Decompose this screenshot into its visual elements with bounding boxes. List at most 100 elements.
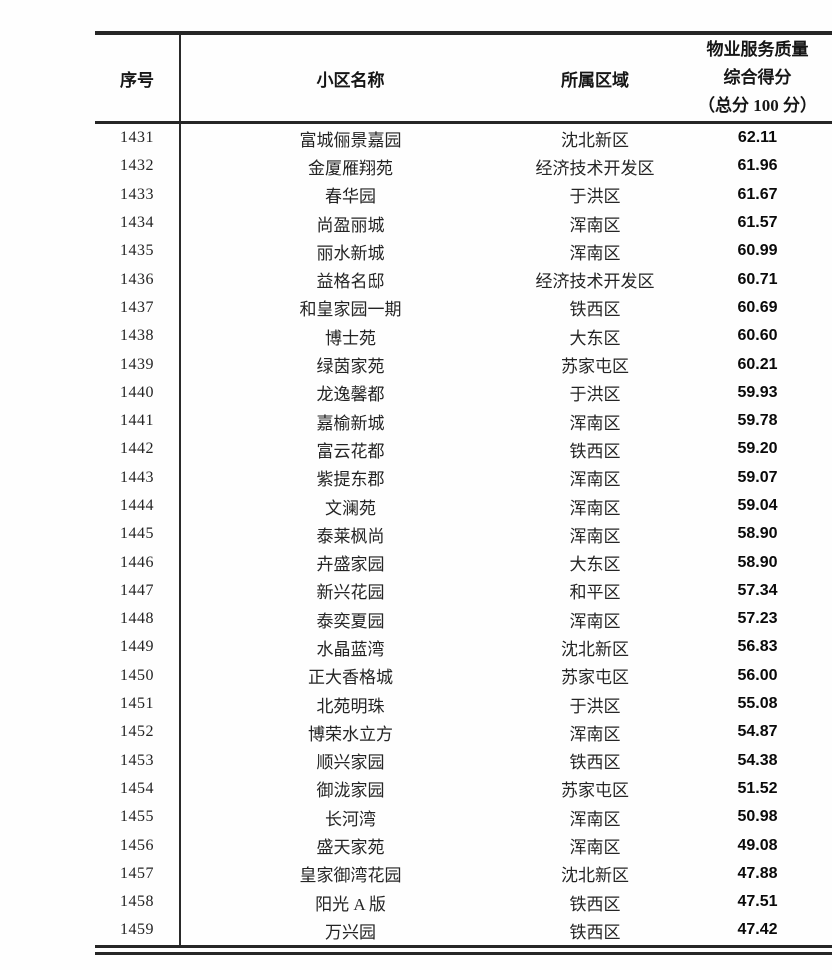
rank-cell: 1431 bbox=[95, 122, 181, 153]
community-name-cell: 富云花都 bbox=[316, 441, 385, 461]
district-cell: 浑南区 bbox=[569, 215, 621, 235]
district-cell: 于洪区 bbox=[569, 696, 621, 716]
district-cell: 沈北新区 bbox=[561, 130, 629, 150]
table-row: 1446 卉盛家园 大东区 58.90 bbox=[95, 548, 832, 577]
district-cell: 苏家屯区 bbox=[561, 668, 629, 688]
district-cell: 铁西区 bbox=[569, 300, 621, 320]
score-cell: 60.69 bbox=[737, 298, 778, 316]
table-row: 1440 龙逸馨都 于洪区 59.93 bbox=[95, 378, 832, 407]
rank-cell: 1444 bbox=[95, 491, 181, 521]
col-header-district: 所属区域 bbox=[520, 33, 670, 124]
community-name-cell: 北苑明珠 bbox=[316, 696, 385, 716]
table-row: 1437 和皇家园一期 铁西区 60.69 bbox=[95, 293, 832, 323]
community-name-cell: 皇家御湾花园 bbox=[299, 866, 402, 886]
community-name-cell: 万兴园 bbox=[325, 922, 376, 942]
district-cell: 和平区 bbox=[569, 583, 621, 603]
district-cell: 苏家屯区 bbox=[561, 357, 629, 377]
score-cell: 47.51 bbox=[737, 893, 778, 911]
table-row: 1435 丽水新城 浑南区 60.99 bbox=[95, 237, 832, 266]
district-cell: 铁西区 bbox=[569, 753, 621, 773]
community-name-cell: 阳光 A 版 bbox=[315, 894, 386, 914]
table-row: 1454 御泷家园 苏家屯区 51.52 bbox=[95, 774, 832, 804]
table-row: 1439 绿茵家苑 苏家屯区 60.21 bbox=[95, 350, 832, 379]
rank-cell: 1449 bbox=[95, 633, 181, 662]
rank-cell: 1433 bbox=[95, 180, 181, 209]
table-row: 1431 富城俪景嘉园 沈北新区 62.11 bbox=[95, 122, 832, 153]
score-cell: 54.38 bbox=[737, 751, 778, 769]
table-row: 1448 泰奕夏园 浑南区 57.23 bbox=[95, 605, 832, 634]
community-name-cell: 泰奕夏园 bbox=[316, 611, 385, 631]
table-header: 序号 小区名称 所属区域 物业服务质量 综合得分 （总分 100 分） bbox=[95, 33, 832, 124]
district-cell: 于洪区 bbox=[569, 187, 621, 207]
table-row: 1441 嘉榆新城 浑南区 59.78 bbox=[95, 406, 832, 436]
district-cell: 浑南区 bbox=[569, 838, 621, 858]
community-name-cell: 富城俪景嘉园 bbox=[299, 130, 402, 150]
table-row: 1438 博士苑 大东区 60.60 bbox=[95, 322, 832, 351]
community-name-cell: 卉盛家园 bbox=[316, 555, 385, 575]
community-name-cell: 尚盈丽城 bbox=[316, 215, 385, 235]
rank-cell: 1445 bbox=[95, 520, 181, 549]
rank-cell: 1457 bbox=[95, 859, 181, 889]
rank-cell: 1450 bbox=[95, 661, 181, 690]
col-header-score: 物业服务质量 综合得分 （总分 100 分） bbox=[670, 33, 832, 124]
community-name-cell: 金厦雁翔苑 bbox=[308, 158, 393, 178]
community-name-cell: 益格名邸 bbox=[316, 272, 385, 292]
table-row: 1453 顺兴家园 铁西区 54.38 bbox=[95, 746, 832, 775]
community-name-cell: 水晶蓝湾 bbox=[316, 639, 385, 659]
col-header-rank: 序号 bbox=[95, 33, 181, 124]
rank-cell: 1438 bbox=[95, 322, 181, 351]
rank-cell: 1452 bbox=[95, 718, 181, 747]
score-cell: 56.83 bbox=[737, 638, 778, 656]
table-row: 1458 阳光 A 版 铁西区 47.51 bbox=[95, 888, 832, 917]
community-name-cell: 御泷家园 bbox=[316, 781, 385, 801]
score-cell: 61.57 bbox=[737, 214, 778, 232]
district-cell: 浑南区 bbox=[569, 243, 621, 263]
header-row: 序号 小区名称 所属区域 物业服务质量 综合得分 （总分 100 分） bbox=[95, 33, 832, 124]
rank-cell: 1442 bbox=[95, 435, 181, 464]
rank-cell: 1434 bbox=[95, 208, 181, 238]
district-cell: 浑南区 bbox=[569, 470, 621, 490]
rank-cell: 1451 bbox=[95, 689, 181, 719]
score-cell: 59.93 bbox=[737, 383, 778, 401]
community-name-cell: 绿茵家苑 bbox=[316, 357, 385, 377]
score-cell: 59.04 bbox=[737, 497, 778, 514]
rank-cell: 1456 bbox=[95, 831, 181, 860]
table-body: 1431 富城俪景嘉园 沈北新区 62.11 1432 金厦雁翔苑 经济技术开发区 61.96… bbox=[95, 122, 832, 945]
table-bottom-rule bbox=[95, 944, 832, 955]
district-cell: 浑南区 bbox=[569, 724, 621, 744]
rank-cell: 1447 bbox=[95, 576, 181, 606]
score-cell: 49.08 bbox=[737, 836, 778, 854]
table-row: 1445 泰莱枫尚 浑南区 58.90 bbox=[95, 520, 832, 549]
score-header-line-2: 综合得分 bbox=[723, 68, 792, 87]
score-cell: 59.20 bbox=[737, 440, 778, 458]
score-table-wrap: 序号 小区名称 所属区域 物业服务质量 综合得分 （总分 100 分） 1431… bbox=[95, 31, 832, 955]
community-name-cell: 丽水新城 bbox=[316, 243, 385, 263]
rank-cell: 1441 bbox=[95, 406, 181, 436]
score-cell: 60.99 bbox=[737, 242, 778, 260]
table-row: 1444 文澜苑 浑南区 59.04 bbox=[95, 491, 832, 521]
table-row: 1452 博荣水立方 浑南区 54.87 bbox=[95, 718, 832, 747]
score-cell: 55.08 bbox=[737, 695, 778, 713]
table-row: 1443 紫提东郡 浑南区 59.07 bbox=[95, 463, 832, 492]
rank-cell: 1455 bbox=[95, 803, 181, 832]
score-cell: 62.11 bbox=[737, 129, 778, 147]
district-cell: 沈北新区 bbox=[561, 866, 629, 886]
score-cell: 54.87 bbox=[737, 723, 778, 741]
score-cell: 47.42 bbox=[737, 921, 778, 939]
district-cell: 苏家屯区 bbox=[561, 781, 629, 801]
rank-cell: 1453 bbox=[95, 746, 181, 775]
district-cell: 浑南区 bbox=[569, 809, 621, 829]
score-header-line-1: 物业服务质量 bbox=[706, 40, 809, 59]
table-row: 1432 金厦雁翔苑 经济技术开发区 61.96 bbox=[95, 152, 832, 181]
district-cell: 铁西区 bbox=[569, 441, 621, 461]
district-cell: 大东区 bbox=[569, 328, 621, 348]
community-name-cell: 紫提东郡 bbox=[316, 470, 385, 490]
rank-cell: 1459 bbox=[95, 916, 181, 945]
score-cell: 60.60 bbox=[737, 327, 778, 345]
table-row: 1450 正大香格城 苏家屯区 56.00 bbox=[95, 661, 832, 690]
rank-cell: 1440 bbox=[95, 378, 181, 407]
community-name-cell: 泰莱枫尚 bbox=[316, 526, 385, 546]
rank-cell: 1436 bbox=[95, 265, 181, 294]
score-cell: 59.78 bbox=[737, 412, 778, 430]
